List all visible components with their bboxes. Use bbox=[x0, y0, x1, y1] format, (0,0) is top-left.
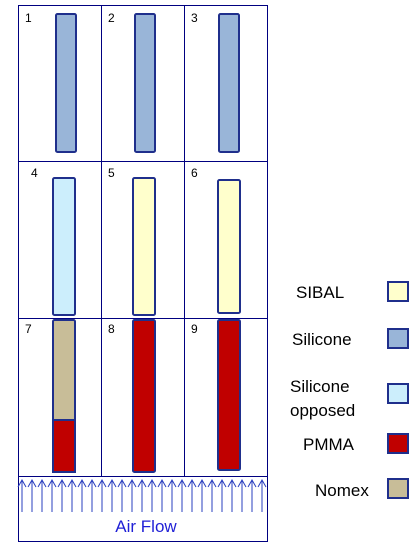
cell-4: 4 bbox=[31, 166, 76, 316]
airflow-arrow bbox=[157, 478, 167, 512]
sample-strip bbox=[218, 13, 240, 153]
legend: SIBAL Silicone Silicone opposed PMMA Nom… bbox=[290, 281, 409, 500]
airflow-arrow bbox=[187, 478, 197, 512]
cell-3: 3 bbox=[191, 11, 240, 153]
airflow-arrow bbox=[147, 478, 157, 512]
sample-strip bbox=[217, 179, 241, 314]
airflow-arrow bbox=[67, 478, 77, 512]
legend-swatch bbox=[387, 328, 409, 349]
legend-item-silicone: Silicone bbox=[292, 328, 409, 349]
cell-number: 4 bbox=[31, 166, 38, 180]
cell-7: 7 bbox=[25, 319, 76, 473]
sample-strip bbox=[217, 319, 241, 471]
cell-1: 1 bbox=[25, 11, 77, 153]
sample-strip-lower bbox=[52, 419, 76, 473]
legend-item-nomex: Nomex bbox=[315, 478, 409, 500]
cell-9: 9 bbox=[191, 319, 241, 471]
airflow-arrow bbox=[47, 478, 57, 512]
airflow-arrow bbox=[237, 478, 247, 512]
cell-number: 8 bbox=[108, 322, 115, 336]
airflow-arrow bbox=[257, 478, 267, 512]
airflow-arrow bbox=[177, 478, 187, 512]
cell-8: 8 bbox=[108, 319, 156, 473]
cell-2: 2 bbox=[108, 11, 156, 153]
legend-item-pmma: PMMA bbox=[303, 433, 409, 454]
airflow-arrow bbox=[127, 478, 137, 512]
cell-number: 3 bbox=[191, 11, 198, 25]
sample-strip bbox=[132, 319, 156, 473]
legend-item-silicone-opposed: Silicone opposed bbox=[290, 377, 409, 420]
airflow-arrow bbox=[197, 478, 207, 512]
airflow-arrow bbox=[77, 478, 87, 512]
cell-number: 5 bbox=[108, 166, 115, 180]
airflow-label-box bbox=[93, 512, 200, 538]
airflow-arrows bbox=[17, 478, 267, 512]
airflow-arrow bbox=[137, 478, 147, 512]
legend-swatch bbox=[387, 281, 409, 302]
sample-strip bbox=[55, 13, 77, 153]
cell-number: 7 bbox=[25, 322, 32, 336]
airflow-arrow bbox=[17, 478, 27, 512]
airflow-label: Air Flow bbox=[115, 517, 177, 536]
airflow-arrow bbox=[37, 478, 47, 512]
legend-label: PMMA bbox=[303, 435, 355, 454]
cell-number: 6 bbox=[191, 166, 198, 180]
sample-strip bbox=[52, 177, 76, 316]
legend-swatch bbox=[387, 383, 409, 404]
airflow-arrow bbox=[217, 478, 227, 512]
legend-label: Silicone bbox=[292, 330, 352, 349]
legend-swatch bbox=[387, 433, 409, 454]
airflow-arrow bbox=[167, 478, 177, 512]
airflow-arrow bbox=[87, 478, 97, 512]
legend-label-line1: Silicone bbox=[290, 377, 350, 396]
airflow-arrow bbox=[97, 478, 107, 512]
airflow-arrow bbox=[227, 478, 237, 512]
legend-label: SIBAL bbox=[296, 283, 344, 302]
sample-strip bbox=[134, 13, 156, 153]
cell-number: 2 bbox=[108, 11, 115, 25]
cell-6: 6 bbox=[191, 166, 241, 314]
airflow-arrow bbox=[247, 478, 257, 512]
airflow-arrow bbox=[207, 478, 217, 512]
airflow-arrow bbox=[107, 478, 117, 512]
legend-label: Nomex bbox=[315, 481, 369, 500]
airflow-arrow bbox=[117, 478, 127, 512]
legend-swatch bbox=[387, 478, 409, 499]
airflow-arrow bbox=[27, 478, 37, 512]
grid-lines bbox=[18, 5, 268, 477]
legend-label-line2: opposed bbox=[290, 401, 355, 420]
legend-item-sibal: SIBAL bbox=[296, 281, 409, 302]
airflow-arrow bbox=[57, 478, 67, 512]
cell-5: 5 bbox=[108, 166, 156, 316]
cell-number: 1 bbox=[25, 11, 32, 25]
sample-strip bbox=[132, 177, 156, 316]
cell-number: 9 bbox=[191, 322, 198, 336]
